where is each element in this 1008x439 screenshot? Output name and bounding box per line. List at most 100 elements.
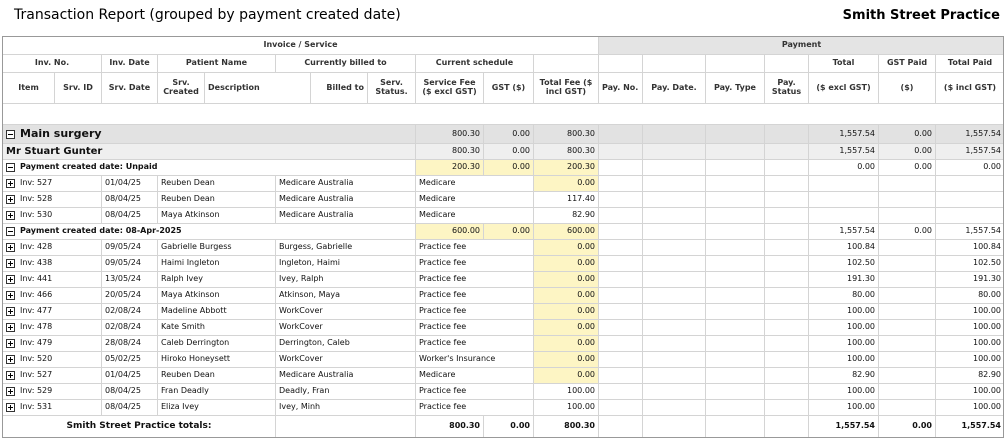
table-cell: 0.00 — [534, 272, 599, 287]
cell-text: Kate Smith — [161, 322, 205, 332]
cell-text: Medicare — [419, 210, 456, 220]
table-cell: 0.00 — [484, 224, 534, 239]
table-cell — [599, 336, 643, 351]
table-cell: 0.00 — [534, 336, 599, 351]
column-header: Description — [205, 73, 311, 103]
table-cell: 600.00 — [416, 224, 484, 239]
cell-text: 01/04/25 — [105, 178, 141, 188]
table-cell: 100.00 — [936, 304, 1003, 319]
table-cell — [879, 320, 936, 335]
table-cell: 0.00 — [879, 125, 936, 143]
expand-icon[interactable] — [6, 387, 15, 396]
cell-text: Srv. Date — [108, 82, 151, 92]
table-cell: 0.00 — [534, 320, 599, 335]
table-cell — [643, 320, 706, 335]
table-cell — [809, 176, 879, 191]
table-cell: 20/05/24 — [102, 288, 158, 303]
cell-text: Ralph Ivey — [161, 274, 203, 284]
cell-text: Caleb Derrington — [161, 338, 230, 348]
table-cell: 100.00 — [809, 400, 879, 415]
cell-text: 100.00 — [567, 386, 595, 396]
table-cell — [599, 384, 643, 399]
table-cell — [706, 352, 765, 367]
expand-icon[interactable] — [6, 243, 15, 252]
group-header: Invoice / Service — [3, 37, 599, 54]
expand-icon[interactable] — [6, 195, 15, 204]
expand-icon[interactable] — [6, 403, 15, 412]
expand-icon[interactable] — [6, 307, 15, 316]
table-cell: 1,557.54 — [936, 125, 1003, 143]
cell-text: 600.00 — [452, 226, 480, 236]
cell-text: Inv: 520 — [20, 354, 53, 364]
table-cell — [706, 144, 765, 159]
cell-text: Srv. Created — [163, 78, 199, 96]
table-cell: Atkinson, Maya — [276, 288, 416, 303]
cell-text: Srv. ID — [63, 82, 93, 92]
table-cell: 800.30 — [534, 416, 599, 437]
expand-icon[interactable] — [6, 291, 15, 300]
column-header: Serv. Status. — [368, 73, 416, 103]
cell-text: Practice fee — [419, 338, 467, 348]
expand-icon[interactable] — [6, 275, 15, 284]
table-cell — [599, 160, 643, 175]
cell-text: 100.00 — [847, 354, 875, 364]
table-cell: Caleb Derrington — [158, 336, 276, 351]
expand-icon[interactable] — [6, 259, 15, 268]
table-cell: 0.00 — [879, 144, 936, 159]
table-cell: 100.00 — [534, 400, 599, 415]
cell-text: Medicare — [419, 194, 456, 204]
invoice-number: Inv: 531 — [3, 400, 102, 415]
cell-text: Gabrielle Burgess — [161, 242, 232, 252]
table-row: Inv: 438 09/05/24 Haimi Ingleton Ingleton, … — [3, 256, 1003, 272]
cell-text: 0.00 — [983, 162, 1001, 172]
table-cell: 1,557.54 — [936, 144, 1003, 159]
table-cell: 0.00 — [879, 160, 936, 175]
expand-icon[interactable] — [6, 371, 15, 380]
collapse-icon[interactable] — [6, 129, 15, 139]
cell-text: 02/08/24 — [105, 322, 141, 332]
collapse-icon[interactable] — [6, 227, 15, 236]
expand-icon[interactable] — [6, 323, 15, 332]
table-cell: 08/04/25 — [102, 208, 158, 223]
table-cell — [936, 176, 1003, 191]
cell-text: 1,557.54 — [839, 226, 875, 236]
table-cell — [879, 384, 936, 399]
cell-text: 800.30 — [564, 421, 595, 431]
table-cell — [765, 368, 809, 383]
table-cell: Worker's Insurance — [416, 352, 534, 367]
cell-text: Inv: 528 — [20, 194, 53, 204]
table-cell — [706, 176, 765, 191]
table-cell: Medicare Australia — [276, 192, 416, 207]
cell-text: 200.30 — [567, 162, 595, 172]
table-cell: 02/08/24 — [102, 304, 158, 319]
table-cell: Practice fee — [416, 240, 534, 255]
table-cell: 82.90 — [534, 208, 599, 223]
cell-text: Inv: 477 — [20, 306, 53, 316]
table-cell: 0.00 — [534, 288, 599, 303]
cell-text: 100.00 — [973, 354, 1001, 364]
table-cell: 1,557.54 — [936, 416, 1003, 437]
table-row: Main surgery 800.30 0.00 800.30 1,557.54 0.00… — [3, 125, 1003, 144]
expand-icon[interactable] — [6, 355, 15, 364]
table-cell: 1,557.54 — [809, 224, 879, 239]
expand-icon[interactable] — [6, 179, 15, 188]
cell-text: Practice fee — [419, 274, 467, 284]
cell-text: 1,557.54 — [965, 146, 1001, 156]
cell-text: Inv. Date — [109, 58, 150, 68]
table-row: Inv: 520 05/02/25 Hiroko Honeysett WorkCove… — [3, 352, 1003, 368]
cell-text: 82.90 — [572, 210, 595, 220]
cell-text: Inv: 527 — [20, 178, 53, 188]
expand-icon[interactable] — [6, 211, 15, 220]
cell-text: 100.00 — [567, 402, 595, 412]
cell-text: Haimi Ingleton — [161, 258, 220, 268]
table-cell: Ralph Ivey — [158, 272, 276, 287]
expand-icon[interactable] — [6, 339, 15, 348]
table-cell — [765, 160, 809, 175]
cell-text: Medicare — [419, 178, 456, 188]
table-cell — [765, 272, 809, 287]
collapse-icon[interactable] — [6, 163, 15, 172]
invoice-number: Inv: 438 — [3, 256, 102, 271]
column-header: Service Fee ($ excl GST) — [416, 73, 484, 103]
table-cell: 82.90 — [936, 368, 1003, 383]
cell-text: 09/05/24 — [105, 242, 141, 252]
